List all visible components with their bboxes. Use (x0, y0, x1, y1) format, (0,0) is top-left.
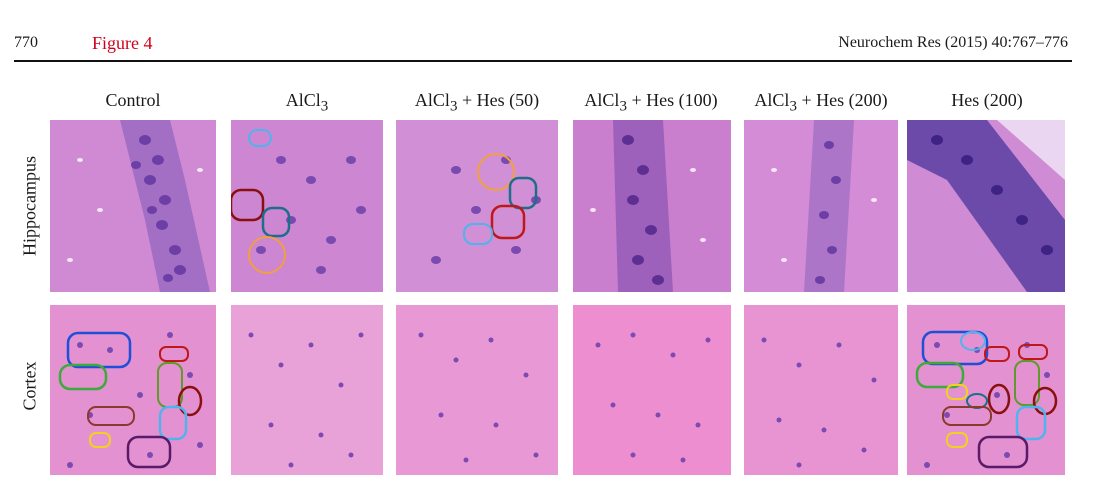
micrograph-hippocampus-alcl3-hes200 (744, 120, 898, 292)
journal-reference: Neurochem Res (2015) 40:767–776 (838, 34, 1068, 51)
column-heading-alcl3: AlCl3 (285, 90, 329, 115)
column-heading-alcl3-hes50: AlCl3 + Hes (50) (414, 90, 540, 115)
micrograph-hippocampus-alcl3 (231, 120, 383, 292)
page-number: 770 (14, 34, 38, 51)
micrograph-cortex-alcl3-hes200 (744, 305, 898, 475)
column-heading-alcl3-hes200: AlCl3 + Hes (200) (754, 90, 888, 115)
row-heading-cortex: Cortex (19, 361, 40, 411)
column-heading-alcl3-hes100: AlCl3 + Hes (100) (584, 90, 718, 115)
micrograph-hippocampus-alcl3-hes100 (573, 120, 731, 292)
micrograph-cortex-alcl3-hes100 (573, 305, 731, 475)
micrograph-hippocampus-control (50, 120, 216, 292)
header-rule (14, 60, 1072, 62)
micrograph-cortex-alcl3 (231, 305, 383, 475)
micrograph-cortex-hes200 (907, 305, 1065, 475)
micrograph-cortex-alcl3-hes50 (396, 305, 558, 475)
row-heading-hippocampus: Hippocampus (19, 156, 40, 256)
column-heading-control: Control (105, 90, 161, 110)
figure-label: Figure 4 (92, 33, 153, 53)
micrograph-cortex-control (50, 305, 216, 475)
micrograph-hippocampus-alcl3-hes50 (396, 120, 558, 292)
micrograph-hippocampus-hes200 (907, 120, 1065, 292)
column-heading-hes200: Hes (200) (951, 90, 1023, 110)
